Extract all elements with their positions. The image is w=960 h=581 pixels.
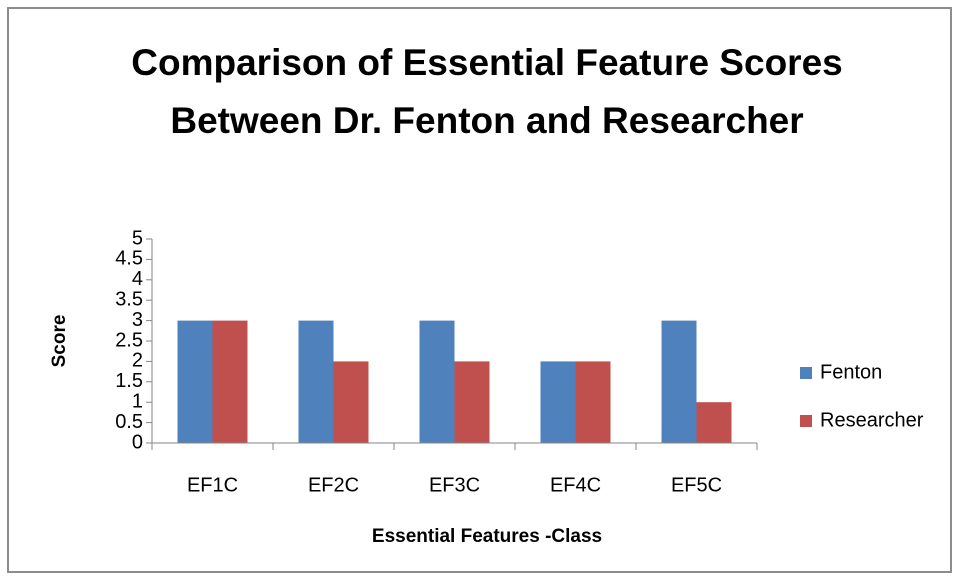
- bar: [333, 361, 369, 443]
- y-tick-label: 3: [132, 309, 143, 331]
- y-tick-label: 0.5: [115, 411, 143, 433]
- x-tick-label: EF1C: [187, 474, 238, 496]
- chart-title: Comparison of Essential Feature Scores B…: [131, 42, 843, 141]
- x-tick-label: EF5C: [671, 474, 722, 496]
- bar: [696, 402, 732, 443]
- bar: [540, 361, 576, 443]
- bar: [298, 320, 334, 443]
- x-tick-label: EF3C: [429, 474, 480, 496]
- y-tick-label: 1.5: [115, 370, 143, 392]
- x-axis-label: Essential Features -Class: [372, 526, 602, 547]
- y-axis-label: Score: [49, 315, 70, 368]
- y-tick-label: 3.5: [115, 288, 143, 310]
- y-tick-label: 1: [132, 390, 143, 412]
- bar: [419, 320, 455, 443]
- bar: [661, 320, 697, 443]
- legend-label: Fenton: [820, 361, 882, 383]
- y-tick-label: 4.5: [115, 248, 143, 270]
- bar: [212, 320, 248, 443]
- y-tick-label: 2.5: [115, 329, 143, 351]
- bar: [177, 320, 213, 443]
- x-tick-label: EF4C: [550, 474, 601, 496]
- y-tick-label: 4: [132, 268, 143, 290]
- x-tick-label: EF2C: [308, 474, 359, 496]
- bar: [454, 361, 490, 443]
- y-tick-label: 2: [132, 350, 143, 372]
- y-tick-label: 5: [132, 227, 143, 249]
- legend-swatch: [800, 367, 812, 379]
- chart-frame: [7, 7, 952, 573]
- legend-label: Researcher: [820, 409, 924, 431]
- bar: [575, 361, 611, 443]
- legend-swatch: [800, 415, 812, 427]
- y-tick-label: 0: [132, 431, 143, 453]
